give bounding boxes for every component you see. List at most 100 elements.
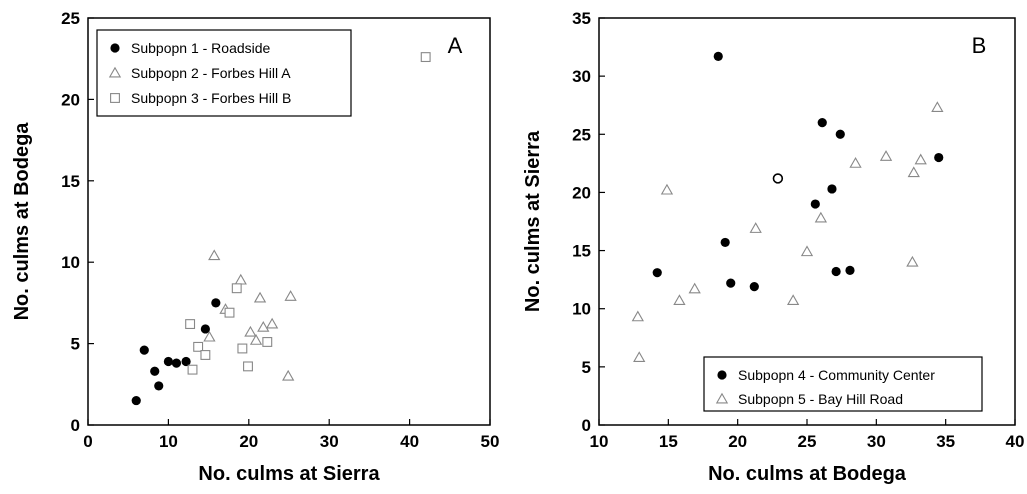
data-point [673,294,686,306]
y-axis-label: No. culms at Sierra [522,130,544,312]
data-point [814,211,828,223]
legend-entry: Subpopn 3 - Forbes Hill B [131,90,291,106]
data-point [849,157,862,168]
data-point [906,255,919,267]
y-tick-label: 30 [572,67,591,86]
data-point [810,199,820,209]
data-point [726,278,736,288]
y-tick-label: 0 [71,416,80,435]
data-point [224,307,235,318]
data-point [688,282,701,294]
y-tick-label: 10 [572,300,591,319]
x-tick-label: 20 [728,432,747,451]
data-point [907,166,920,178]
data-point [231,283,242,294]
x-tick-label: 20 [239,432,258,451]
x-tick-label: 15 [659,432,678,451]
data-point [253,291,267,303]
y-tick-label: 15 [61,172,80,191]
data-point [154,381,164,391]
data-point [139,345,149,355]
y-tick-label: 5 [582,358,591,377]
data-point [131,395,141,406]
data-point [772,173,784,184]
data-point [786,294,800,306]
y-tick-label: 35 [572,9,591,28]
data-point [262,337,273,347]
data-point [831,266,841,277]
data-point [914,153,927,165]
legend-marker [108,66,122,78]
x-tick-label: 40 [400,432,419,451]
y-tick-label: 0 [582,416,591,435]
data-point [208,249,221,261]
y-tick-label: 25 [61,9,80,28]
data-point [244,325,257,337]
y-tick-label: 20 [572,183,591,202]
data-point [931,101,944,112]
y-axis-label: No. culms at Bodega [11,122,33,321]
data-point [257,321,270,332]
data-point [203,330,216,342]
data-point [163,356,173,367]
legend: Subpopn 4 - Community Center Subpopn 5 - … [703,356,983,412]
data-point [720,237,730,248]
series-3 [772,173,784,184]
panel-label: A [448,33,463,58]
data-point [749,282,759,292]
data-point [249,334,263,345]
data-point [845,265,855,275]
series-2 [631,101,944,363]
data-point [827,184,837,194]
x-tick-label: 10 [159,432,178,451]
x-tick-label: 30 [320,432,339,451]
data-point [181,356,191,367]
x-tick-label: 40 [1006,432,1025,451]
y-tick-label: 5 [71,335,80,354]
data-point [211,298,221,308]
data-point [631,310,644,322]
data-point [200,324,210,334]
data-point [633,351,646,363]
legend-entry: Subpopn 1 - Roadside [131,40,271,56]
series-1 [131,298,221,406]
data-point [193,341,204,352]
legend-entry: Subpopn 2 - Forbes Hill A [131,65,291,81]
data-point [713,51,723,61]
data-point [234,273,247,285]
data-point [420,52,431,63]
data-point [934,152,944,163]
panel-label: B [972,33,987,58]
x-tick-label: 25 [798,432,817,451]
series-3 [185,52,431,375]
chart-panel-2: 10 15 20 25 30 35 40 0 5 10 15 20 25 30 35 No. culms at… [522,9,1024,485]
data-point [282,369,295,381]
data-point [652,268,662,278]
data-point [660,183,674,195]
legend-box [96,29,352,117]
legend-entry: Subpopn 4 - Community Center [738,367,935,383]
data-point [800,245,814,257]
legend-marker [717,370,727,380]
plot-frame [87,17,491,426]
data-point [171,358,182,368]
legend-entry: Subpopn 5 - Bay Hill Road [738,391,903,407]
data-point [150,366,160,376]
legend-marker [110,93,120,103]
x-axis-label: No. culms at Bodega [708,463,907,485]
x-tick-label: 35 [936,432,955,451]
data-point [879,150,893,161]
legend-box [703,356,983,412]
x-tick-label: 0 [83,432,92,451]
y-tick-label: 10 [61,253,80,272]
y-tick-label: 15 [572,242,591,261]
x-tick-label: 30 [867,432,886,451]
series-2 [203,249,297,381]
chart-panel-1: 0 10 20 30 40 50 0 5 10 15 20 25 No. culms at Sierra… [11,9,499,485]
data-point [243,361,253,372]
data-point [265,317,279,329]
legend-marker [715,392,729,404]
x-axis-label: No. culms at Sierra [198,463,380,485]
legend-marker [110,43,120,53]
